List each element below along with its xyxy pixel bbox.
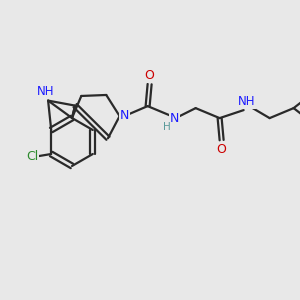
Text: H: H — [163, 122, 170, 132]
Text: N: N — [120, 109, 129, 122]
Text: NH: NH — [38, 85, 55, 98]
Text: O: O — [217, 142, 226, 156]
Text: Cl: Cl — [26, 151, 38, 164]
Text: NH: NH — [238, 94, 255, 108]
Text: N: N — [170, 112, 179, 124]
Text: O: O — [145, 69, 154, 82]
